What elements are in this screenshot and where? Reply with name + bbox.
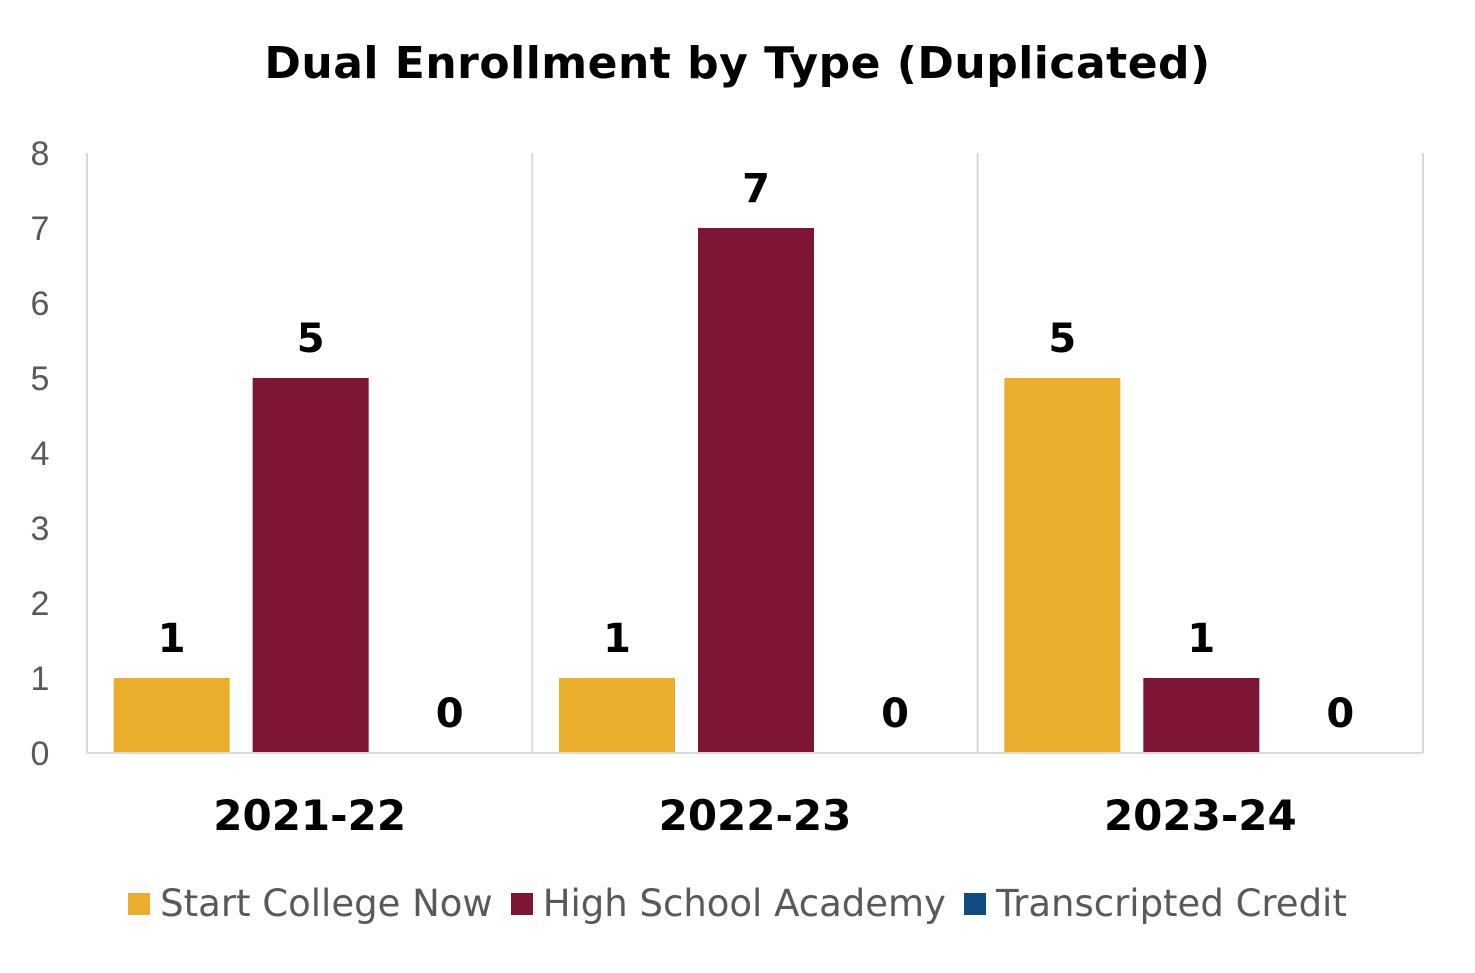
y-tick-label: 3 <box>31 510 50 548</box>
data-label: 1 <box>1187 616 1215 662</box>
x-tick-label: 2021-22 <box>213 791 406 840</box>
bar-start-college-now-2023-24 <box>1004 378 1121 753</box>
legend-item-high-school-academy: High School Academy <box>510 882 946 925</box>
y-tick-labels: 0 1 2 3 4 5 6 7 8 <box>31 135 50 773</box>
legend-swatch <box>510 892 533 915</box>
data-label: 5 <box>1048 316 1076 362</box>
y-tick-label: 7 <box>31 210 50 248</box>
y-tick-label: 0 <box>31 735 50 773</box>
data-label: 1 <box>158 616 186 662</box>
plot-area: 0 1 2 3 4 5 6 7 8 2021-22 2022-23 2023-24 1 5 0 1 7 0 5 1… <box>31 135 1424 840</box>
y-tick-label: 2 <box>31 585 50 623</box>
legend-label: Transcripted Credit <box>995 882 1347 925</box>
legend-item-start-college-now: Start College Now <box>128 882 493 925</box>
data-label: 0 <box>1326 691 1354 737</box>
legend-swatch <box>963 892 986 915</box>
chart-title: Dual Enrollment by Type (Duplicated) <box>264 38 1211 89</box>
bar-group <box>113 228 1260 753</box>
category-dividers <box>86 153 1424 753</box>
y-tick-label: 6 <box>31 285 50 323</box>
x-tick-labels: 2021-22 2022-23 2023-24 <box>213 791 1296 840</box>
bar-start-college-now-2022-23 <box>559 678 675 753</box>
bar-high-school-academy-2023-24 <box>1143 678 1260 753</box>
bar-high-school-academy-2021-22 <box>252 378 369 753</box>
data-label: 0 <box>436 691 464 737</box>
y-tick-label: 1 <box>31 660 50 698</box>
data-label: 1 <box>603 616 631 662</box>
legend: Start College Now High School Academy Tran… <box>0 882 1475 925</box>
y-tick-label: 5 <box>31 360 50 398</box>
bar-start-college-now-2021-22 <box>113 678 230 753</box>
data-label: 0 <box>881 691 909 737</box>
y-tick-label: 8 <box>31 135 50 173</box>
y-tick-label: 4 <box>31 435 50 473</box>
legend-label: Start College Now <box>160 882 493 925</box>
legend-item-transcripted-credit: Transcripted Credit <box>963 882 1347 925</box>
x-tick-label: 2023-24 <box>1104 791 1297 840</box>
bar-high-school-academy-2022-23 <box>698 228 814 753</box>
data-label: 5 <box>297 316 325 362</box>
x-tick-label: 2022-23 <box>659 791 852 840</box>
legend-swatch <box>128 892 151 915</box>
data-label: 7 <box>742 166 770 212</box>
legend-label: High School Academy <box>542 882 946 925</box>
